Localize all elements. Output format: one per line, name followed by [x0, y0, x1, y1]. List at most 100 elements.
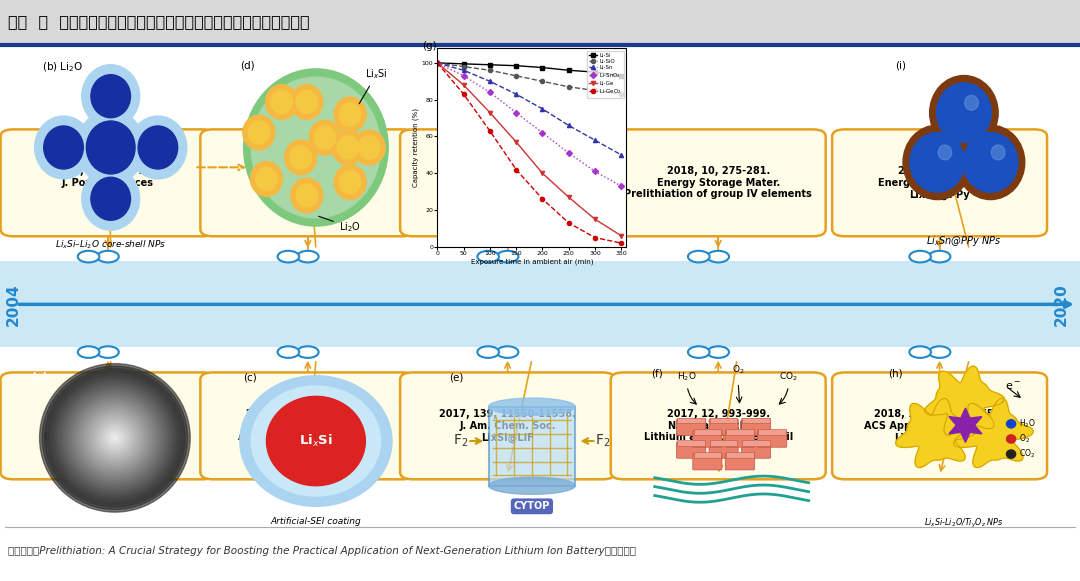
Li-Ge [536, 170, 549, 177]
Circle shape [129, 116, 187, 179]
Text: Li$_2$O: Li$_2$O [319, 216, 361, 234]
Circle shape [55, 379, 175, 497]
Li-Si [563, 67, 576, 74]
Circle shape [477, 251, 499, 263]
Circle shape [903, 125, 972, 200]
Ellipse shape [252, 386, 380, 496]
Circle shape [48, 371, 183, 505]
FancyBboxPatch shape [726, 429, 754, 435]
Li-SiO [536, 78, 549, 85]
Li-Si [589, 69, 602, 76]
Circle shape [100, 424, 130, 452]
Circle shape [78, 251, 99, 263]
FancyBboxPatch shape [400, 372, 615, 479]
Circle shape [65, 389, 165, 487]
Circle shape [956, 125, 1025, 200]
Circle shape [688, 251, 710, 263]
Line: Li-SiO: Li-SiO [435, 61, 623, 96]
FancyBboxPatch shape [710, 418, 738, 423]
Text: O$_2$: O$_2$ [1018, 433, 1029, 445]
Circle shape [291, 85, 323, 119]
Li-SiO [563, 83, 576, 90]
Li-SnO$_2$ [457, 72, 470, 79]
Text: H$_2$O: H$_2$O [677, 370, 697, 383]
Circle shape [909, 251, 931, 263]
Text: 2017, 139, 11550-11558.
J. Am. Chem. Soc.
LixSi@LiF: 2017, 139, 11550-11558. J. Am. Chem. Soc… [440, 409, 576, 443]
Circle shape [108, 431, 122, 444]
X-axis label: Exposure time in ambient air (min): Exposure time in ambient air (min) [471, 259, 593, 265]
Circle shape [106, 429, 124, 447]
Circle shape [86, 121, 135, 174]
Circle shape [309, 120, 341, 155]
Circle shape [332, 130, 364, 165]
Li-SiO [589, 87, 602, 94]
Text: 2014, 4, 1300815.
Adv. Energy Mater.
Coated Lithium Powder: 2014, 4, 1300815. Adv. Energy Mater. Coa… [44, 409, 172, 443]
Circle shape [929, 251, 950, 263]
Circle shape [314, 126, 336, 149]
FancyBboxPatch shape [710, 442, 739, 458]
Li-GeO$_2$ [615, 239, 627, 246]
Text: H$_2$O: H$_2$O [1018, 418, 1036, 430]
Text: (g): (g) [421, 41, 436, 51]
Li-SnO$_2$ [589, 168, 602, 175]
Circle shape [339, 103, 361, 126]
Li-Sn [510, 91, 523, 98]
FancyBboxPatch shape [726, 431, 754, 447]
Li-GeO$_2$ [589, 234, 602, 241]
Line: Li-Si: Li-Si [435, 61, 623, 78]
Circle shape [72, 396, 158, 479]
Circle shape [964, 95, 978, 110]
Li-SiO [457, 63, 470, 70]
Text: 2014, 5, 5088
Nat. Commun.
LixSi@Li2O: 2014, 5, 5088 Nat. Commun. LixSi@Li2O [269, 166, 347, 199]
Text: Li$_x$Sn@PPy NPs: Li$_x$Sn@PPy NPs [927, 234, 1001, 248]
Text: O$_2$: O$_2$ [732, 363, 744, 376]
Li-GeO$_2$ [431, 59, 444, 66]
Text: (e): (e) [449, 372, 463, 382]
Circle shape [497, 251, 518, 263]
Text: 资料来源：Prelithiation: A Crucial Strategy for Boosting the Practical Application of: 资料来源：Prelithiation: A Crucial Strategy f… [8, 546, 635, 556]
Text: 2016, 113, 7408-7413.
Proc. Natl. Acad. Sci.
LixSi/Li2O composites: 2016, 113, 7408-7413. Proc. Natl. Acad. … [446, 166, 569, 199]
Circle shape [103, 426, 126, 450]
Li-Ge [431, 59, 444, 66]
Li-SnO$_2$ [510, 109, 523, 116]
Li-SnO$_2$ [484, 89, 497, 96]
Li-SnO$_2$ [536, 130, 549, 137]
Circle shape [44, 368, 185, 507]
Polygon shape [949, 408, 982, 442]
Circle shape [57, 381, 173, 494]
FancyBboxPatch shape [742, 440, 770, 446]
FancyBboxPatch shape [758, 429, 786, 435]
Circle shape [1007, 450, 1015, 458]
Ellipse shape [252, 77, 380, 218]
Li-Sn [589, 137, 602, 144]
Li-Si [484, 61, 497, 68]
Circle shape [243, 115, 274, 150]
Text: (i): (i) [895, 60, 906, 71]
Circle shape [285, 140, 316, 175]
Circle shape [278, 251, 299, 263]
Circle shape [97, 346, 119, 358]
Circle shape [497, 346, 518, 358]
Line: Li-GeO$_2$: Li-GeO$_2$ [435, 61, 623, 245]
Li-SiO [431, 59, 444, 66]
Text: 2019, 20, 7-13.
Energy Storage Mater.
LixSn@PPy: 2019, 20, 7-13. Energy Storage Mater. Li… [878, 166, 1001, 199]
FancyBboxPatch shape [200, 130, 415, 236]
Circle shape [78, 346, 99, 358]
Circle shape [266, 85, 298, 119]
Li-Sn [563, 122, 576, 129]
Line: Li-Sn: Li-Sn [435, 61, 623, 157]
Circle shape [110, 433, 119, 442]
Circle shape [359, 136, 380, 159]
PathPatch shape [488, 407, 576, 486]
FancyBboxPatch shape [832, 372, 1048, 479]
FancyBboxPatch shape [726, 452, 754, 457]
Text: (b) Li$_2$O: (b) Li$_2$O [42, 60, 83, 74]
Circle shape [138, 126, 177, 169]
Circle shape [256, 167, 278, 191]
Circle shape [297, 346, 319, 358]
Text: Artificial-SEI coating: Artificial-SEI coating [270, 517, 362, 526]
Text: Li$_x$Si: Li$_x$Si [360, 67, 388, 104]
Circle shape [707, 251, 729, 263]
Circle shape [91, 414, 139, 462]
FancyBboxPatch shape [726, 453, 754, 470]
